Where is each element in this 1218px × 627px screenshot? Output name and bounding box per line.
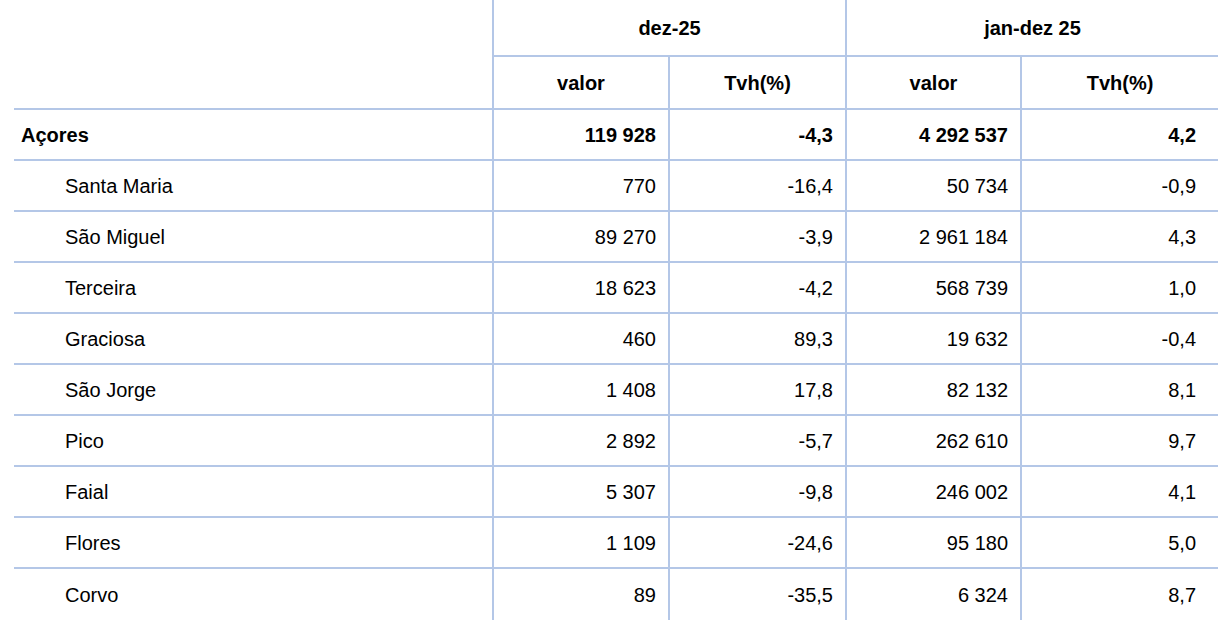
cell-dez-tvh: -3,9 (668, 212, 845, 263)
cell-dez-tvh: -4,3 (668, 110, 845, 161)
cell-jan-dez-valor: 2 961 184 (845, 212, 1020, 263)
cell-jan-dez-tvh: 5,0 (1020, 518, 1218, 569)
cell-dez-tvh: -16,4 (668, 161, 845, 212)
cell-jan-dez-valor: 50 734 (845, 161, 1020, 212)
cell-jan-dez-tvh: 9,7 (1020, 416, 1218, 467)
cell-jan-dez-tvh: -0,9 (1020, 161, 1218, 212)
cell-jan-dez-tvh: -0,4 (1020, 314, 1218, 365)
cell-jan-dez-tvh: 4,2 (1020, 110, 1218, 161)
row-label: Flores (0, 518, 492, 569)
cell-jan-dez-tvh: 8,7 (1020, 569, 1218, 620)
cell-jan-dez-valor: 4 292 537 (845, 110, 1020, 161)
header-jan-dez-tvh: Tvh(%) (1020, 57, 1218, 110)
cell-dez-tvh: 89,3 (668, 314, 845, 365)
cell-dez-valor: 460 (492, 314, 668, 365)
table-row-flores: Flores 1 109 -24,6 95 180 5,0 (0, 518, 1218, 569)
table-row-santa-maria: Santa Maria 770 -16,4 50 734 -0,9 (0, 161, 1218, 212)
header-jan-dez-valor: valor (845, 57, 1020, 110)
cell-dez-tvh: 17,8 (668, 365, 845, 416)
cell-jan-dez-valor: 19 632 (845, 314, 1020, 365)
cell-dez-valor: 770 (492, 161, 668, 212)
cell-jan-dez-valor: 568 739 (845, 263, 1020, 314)
cell-jan-dez-tvh: 4,3 (1020, 212, 1218, 263)
cell-dez-valor: 5 307 (492, 467, 668, 518)
row-label: São Miguel (0, 212, 492, 263)
table-row-sao-jorge: São Jorge 1 408 17,8 82 132 8,1 (0, 365, 1218, 416)
cell-jan-dez-valor: 262 610 (845, 416, 1020, 467)
group-header-row: dez-25 jan-dez 25 (0, 0, 1218, 57)
cell-jan-dez-tvh: 8,1 (1020, 365, 1218, 416)
cell-jan-dez-valor: 82 132 (845, 365, 1020, 416)
table-row-acores: Açores 119 928 -4,3 4 292 537 4,2 (0, 110, 1218, 161)
cell-dez-valor: 89 270 (492, 212, 668, 263)
cell-dez-valor: 1 408 (492, 365, 668, 416)
cell-dez-valor: 89 (492, 569, 668, 620)
row-label: Açores (0, 110, 492, 161)
regions-data-table: dez-25 jan-dez 25 valor Tvh(%) valor Tvh… (0, 0, 1218, 620)
cell-dez-valor: 119 928 (492, 110, 668, 161)
row-label: Graciosa (0, 314, 492, 365)
cell-dez-tvh: -9,8 (668, 467, 845, 518)
row-label: Faial (0, 467, 492, 518)
cell-dez-tvh: -4,2 (668, 263, 845, 314)
cell-dez-tvh: -24,6 (668, 518, 845, 569)
corner-spacer (0, 0, 492, 57)
row-label: Santa Maria (0, 161, 492, 212)
table-row-graciosa: Graciosa 460 89,3 19 632 -0,4 (0, 314, 1218, 365)
row-label: São Jorge (0, 365, 492, 416)
row-label: Terceira (0, 263, 492, 314)
cell-jan-dez-valor: 246 002 (845, 467, 1020, 518)
column-group-dez-25: dez-25 (492, 0, 845, 57)
cell-dez-tvh: -35,5 (668, 569, 845, 620)
column-group-jan-dez-25: jan-dez 25 (845, 0, 1218, 57)
sub-header-row: valor Tvh(%) valor Tvh(%) (0, 57, 1218, 110)
cell-jan-dez-valor: 95 180 (845, 518, 1020, 569)
statistics-table-page: dez-25 jan-dez 25 valor Tvh(%) valor Tvh… (0, 0, 1218, 627)
table-row-faial: Faial 5 307 -9,8 246 002 4,1 (0, 467, 1218, 518)
header-dez-valor: valor (492, 57, 668, 110)
cell-dez-tvh: -5,7 (668, 416, 845, 467)
cell-jan-dez-tvh: 1,0 (1020, 263, 1218, 314)
header-dez-tvh: Tvh(%) (668, 57, 845, 110)
row-label: Pico (0, 416, 492, 467)
table-row-pico: Pico 2 892 -5,7 262 610 9,7 (0, 416, 1218, 467)
corner-spacer-2 (0, 57, 492, 110)
row-label: Corvo (0, 569, 492, 620)
cell-dez-valor: 2 892 (492, 416, 668, 467)
table-row-terceira: Terceira 18 623 -4,2 568 739 1,0 (0, 263, 1218, 314)
table-row-sao-miguel: São Miguel 89 270 -3,9 2 961 184 4,3 (0, 212, 1218, 263)
cell-dez-valor: 18 623 (492, 263, 668, 314)
cell-jan-dez-valor: 6 324 (845, 569, 1020, 620)
table-row-corvo: Corvo 89 -35,5 6 324 8,7 (0, 569, 1218, 620)
cell-jan-dez-tvh: 4,1 (1020, 467, 1218, 518)
cell-dez-valor: 1 109 (492, 518, 668, 569)
